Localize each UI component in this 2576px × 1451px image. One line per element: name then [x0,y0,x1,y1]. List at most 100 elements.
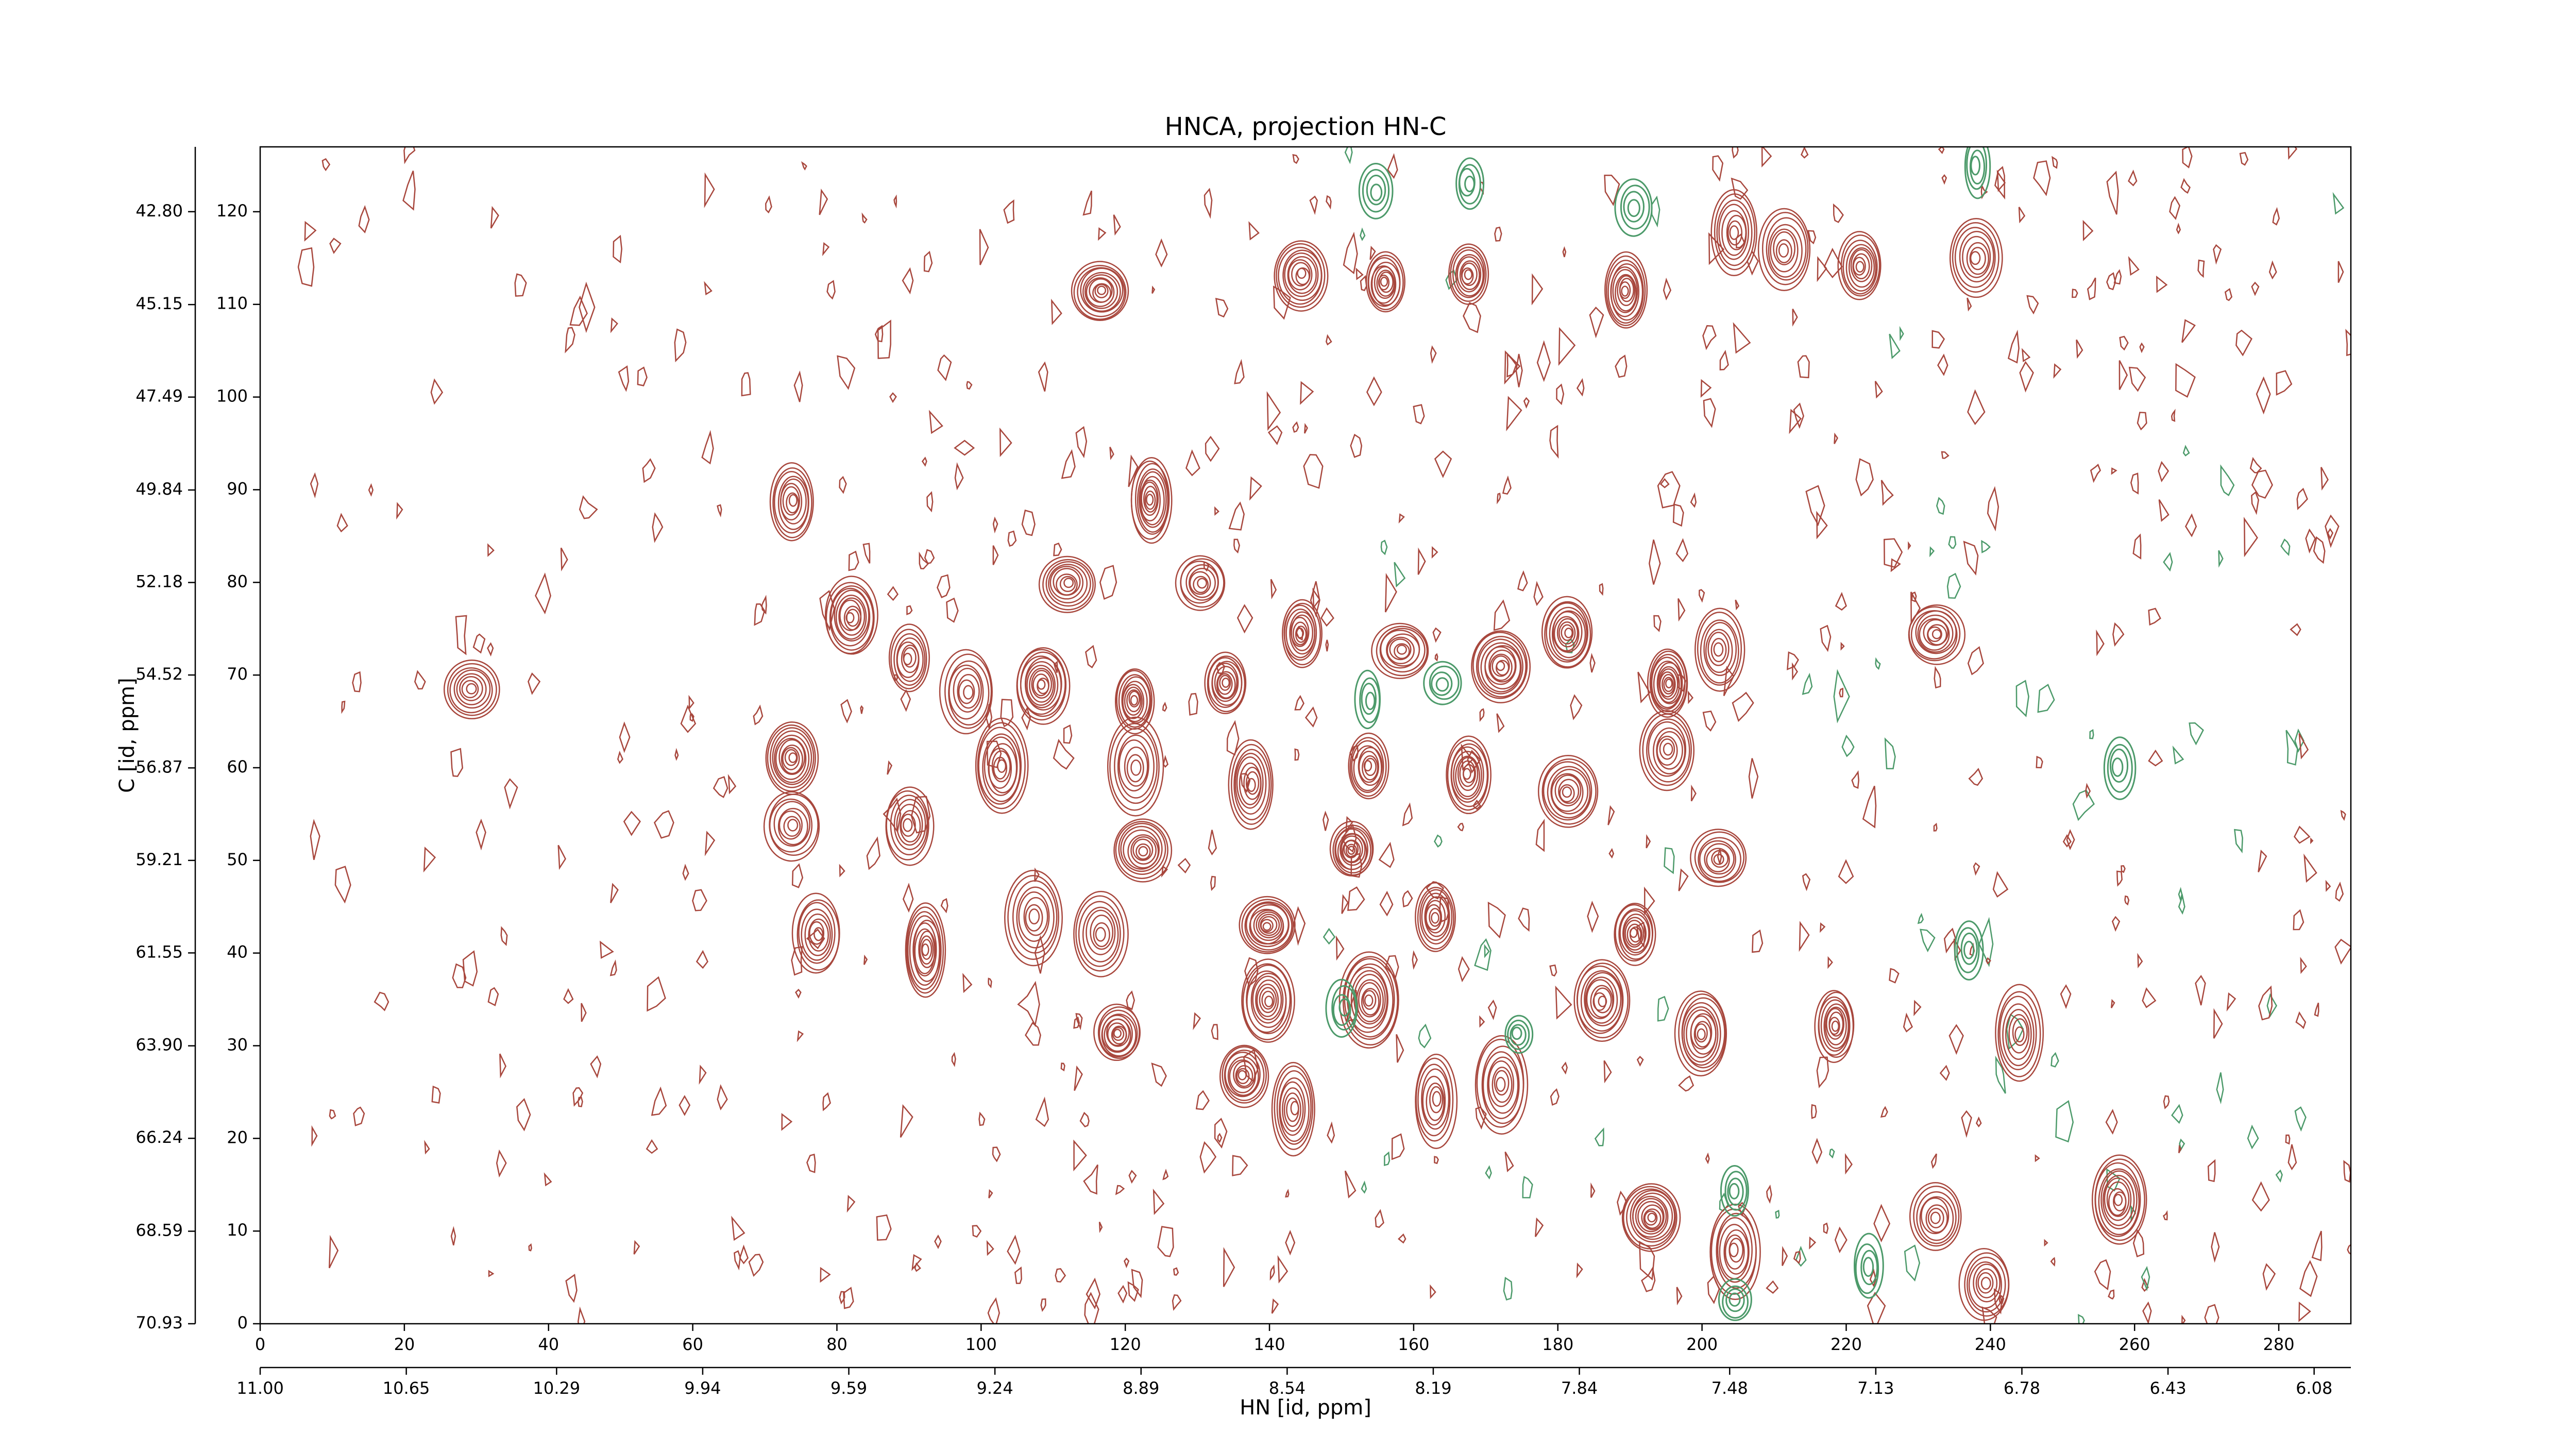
noise-contour [2082,220,2094,242]
noise-contour [1369,245,1376,260]
x-tick-label: 220 [1831,1335,1862,1354]
noise-contour [1987,486,1999,532]
noise-contour [1277,1255,1289,1284]
noise-contour [2295,1011,2307,1030]
peak-contour [907,911,942,990]
noise-contour [1820,922,1826,933]
peak-contour [1252,975,1284,1024]
peak-contour [1471,630,1531,703]
peak-contour [1042,559,1094,611]
peak-contour [1423,661,1462,705]
noise-contour [1172,1294,1182,1311]
noise-contour [1752,929,1764,953]
noise-contour [819,188,828,215]
noise-contour [1733,322,1751,354]
noise-contour [1347,886,1365,911]
peak-contour [1853,257,1866,276]
noise-contour [1845,1153,1853,1175]
noise-contour [2266,993,2278,1018]
noise-contour [674,748,679,761]
peak-contour [2100,1170,2138,1229]
peak-contour [1126,689,1142,713]
noise-contour [1917,913,1924,924]
peak-contour [1623,191,1645,223]
noise-contour [2163,1095,2170,1109]
peak-contour [1488,649,1516,683]
noise-contour [2220,464,2235,497]
peak-contour [1071,261,1129,321]
noise-contour [341,700,346,714]
noise-contour [1126,990,1135,1010]
peak-contour [1144,490,1156,510]
noise-contour [1873,1204,1891,1243]
noise-contour [353,1106,365,1126]
noise-contour [2294,825,2311,844]
noise-contour [1732,147,1739,159]
peak-contour [1959,231,1994,283]
noise-contour [1731,177,1749,200]
peak-contour [1492,655,1510,677]
noise-contour [1497,493,1501,504]
peak-contour [1415,1057,1454,1142]
peak-contour [948,664,984,720]
peak-contour [893,633,926,686]
peak-contour [1999,996,2037,1071]
noise-contour [1267,425,1283,445]
noise-contour [1484,943,1490,958]
noise-contour [1271,1298,1279,1314]
noise-contour [1504,1151,1514,1172]
peak-contour [1364,994,1374,1007]
peak-contour [1966,242,1990,275]
noise-contour [2211,1232,2220,1263]
noise-contour [840,699,852,723]
noise-contour [1248,221,1260,241]
noise-contour [1687,690,1694,704]
noise-contour [1523,397,1530,409]
noise-contour [577,1306,586,1324]
peak-contour [1092,283,1112,303]
noise-contour [1128,454,1139,487]
peak-contour [1559,784,1575,803]
peak-contour [1919,618,1950,651]
noise-contour [2251,469,2274,499]
peak-contour [1236,1068,1250,1085]
peak-contour [449,667,493,714]
peak-contour [1233,1060,1256,1089]
peak-contour [1130,695,1139,706]
peak-contour [1586,979,1615,1019]
peak-contour [1480,642,1522,693]
peak-contour [1855,1243,1879,1294]
noise-contour [1963,541,1979,576]
noise-contour [1323,927,1336,945]
peak-contour [1554,774,1582,806]
peak-contour [1222,678,1230,688]
peak-contour [1915,610,1957,654]
noise-contour [2015,680,2029,717]
noise-contour [1335,935,1345,961]
peak-contour [780,483,803,521]
noise-contour [544,1172,552,1187]
peak-contour [786,492,799,514]
peak-contour [1964,147,1991,199]
noise-contour [2337,261,2344,283]
peak-contour [1122,684,1145,719]
noise-contour [328,1235,339,1269]
x2-tick-label: 6.43 [2149,1378,2186,1398]
peak-contour [900,814,916,837]
noise-contour [653,810,674,839]
noise-contour [1792,309,1798,327]
y-tick-label: 20 [227,1127,248,1147]
peak-contour [1292,621,1308,646]
noise-contour [528,1243,532,1252]
noise-contour [877,319,891,359]
peak-contour [1082,272,1121,312]
y2-tick-label: 63.90 [135,1035,183,1055]
peak-contour [1056,573,1078,596]
noise-contour [1303,454,1324,489]
noise-contour [569,295,588,326]
y2-tick-label: 42.80 [135,201,183,221]
peak-contour [1424,896,1449,937]
noise-contour [1040,1298,1046,1312]
peak-contour [1106,1018,1130,1047]
peak-contour [1197,578,1207,589]
